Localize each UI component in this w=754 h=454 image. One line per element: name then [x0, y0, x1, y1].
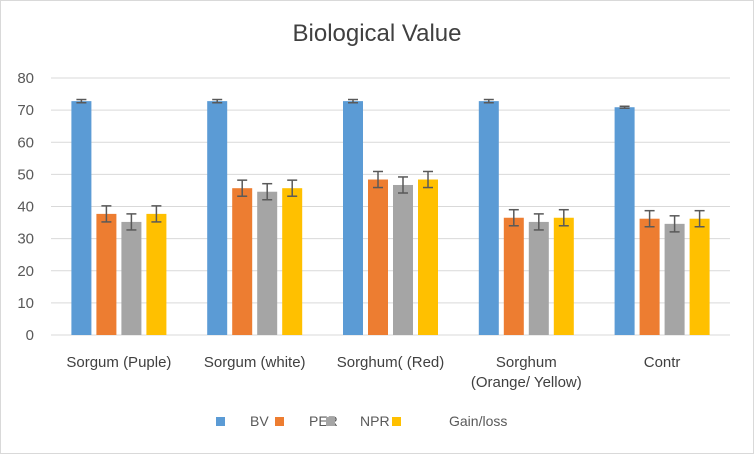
bar-npr-3: [528, 221, 549, 335]
bar-npr-0: [121, 221, 142, 335]
chart-title: Biological Value: [292, 20, 462, 47]
x-category-label: (Orange/ Yellow): [471, 374, 582, 391]
legend-swatch: [275, 416, 284, 426]
x-category-label: Contr: [644, 354, 681, 371]
legend-swatch: [326, 416, 335, 426]
bar-gain-loss-3: [553, 217, 574, 335]
bar-npr-4: [664, 223, 685, 335]
bar-bv-1: [207, 101, 228, 335]
bar-bv-3: [478, 101, 499, 335]
bar-per-4: [639, 218, 660, 335]
bar-bv-0: [71, 101, 92, 335]
y-tick-label: 60: [17, 134, 34, 151]
legend-label: BV: [250, 413, 269, 429]
bar-gain-loss-1: [282, 188, 303, 335]
bar-per-1: [232, 188, 253, 335]
legend-item: NPR: [326, 413, 390, 429]
bar-gain-loss-4: [689, 218, 710, 335]
x-category-label: Sorghum: [496, 354, 557, 371]
x-category-label: Sorghum( (Red): [337, 354, 445, 371]
bar-per-0: [96, 213, 117, 335]
y-tick-label: 0: [26, 327, 34, 344]
legend-item: Gain/loss: [392, 413, 507, 429]
y-tick-label: 70: [17, 102, 34, 119]
y-tick-label: 50: [17, 166, 34, 183]
legend-swatch: [216, 416, 225, 426]
bar-npr-2: [393, 184, 413, 335]
legend-item: BV: [216, 413, 269, 429]
x-category-label: Sorgum (Puple): [66, 354, 171, 371]
bar-bv-2: [343, 101, 363, 335]
legend-label: NPR: [360, 413, 390, 429]
bar-gain-loss-0: [146, 213, 167, 335]
y-tick-label: 80: [17, 70, 34, 87]
chart-legend: BV PER NPR Gain/loss: [0, 413, 754, 433]
bar-per-3: [503, 217, 524, 335]
legend-swatch: [392, 416, 401, 426]
y-tick-label: 20: [17, 263, 34, 280]
x-category-label: Sorgum (white): [204, 354, 306, 371]
bar-gain-loss-2: [418, 179, 438, 335]
bar-per-2: [368, 179, 388, 335]
bar-bv-4: [614, 107, 635, 335]
legend-label: Gain/loss: [449, 413, 508, 429]
bar-npr-1: [257, 191, 278, 335]
y-tick-label: 10: [17, 295, 34, 312]
y-tick-label: 40: [17, 199, 34, 216]
y-tick-label: 30: [17, 231, 34, 248]
